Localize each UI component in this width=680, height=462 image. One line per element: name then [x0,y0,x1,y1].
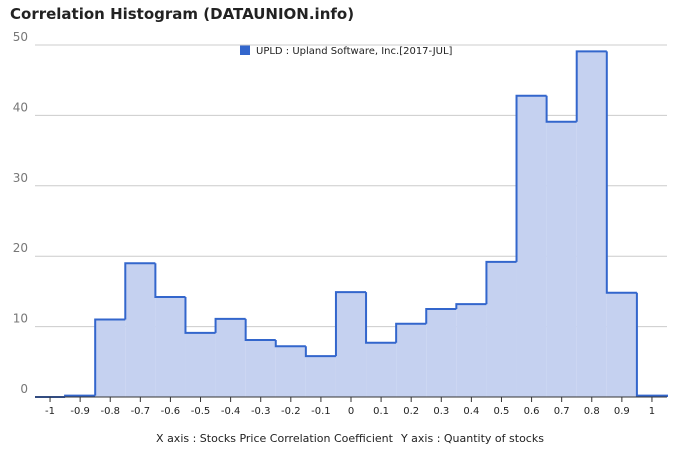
bar-outline [605,51,637,294]
legend-label: UPLD : Upland Software, Inc.[2017-JUL] [256,46,453,57]
bar-outline [395,322,427,343]
x-tick-label: -1 [45,406,55,417]
bar-outline [244,318,276,341]
bar-outline [274,339,306,348]
bar-outline [334,291,367,357]
x-tick-label: -0.6 [161,406,181,417]
bar [245,339,276,397]
bar [155,297,186,397]
x-tick-label: -0.7 [131,406,151,417]
x-tick-label: 0.5 [494,406,510,417]
bar-outline [485,260,517,305]
y-tick-label: 30 [13,171,28,185]
bar [486,261,517,397]
bar [125,263,156,397]
bar [456,304,487,397]
bar [516,95,547,398]
axis-labels: X axis : Stocks Price Correlation Coeffi… [156,432,544,445]
x-tick-label: 1 [649,406,655,417]
x-tick-label: 0.6 [524,406,540,417]
y-tick-label: 40 [13,100,28,114]
x-tick-label: 0.4 [463,406,479,417]
bar [606,292,637,397]
bar [576,51,607,397]
x-tick-label: 0.8 [584,406,600,417]
bar-outline [94,318,126,396]
bar [396,323,427,397]
y-axis-label: Y axis : Quantity of stocks [400,432,544,445]
bar-outline [425,308,457,324]
bar-outline [635,292,668,397]
y-tick-label: 10 [13,312,28,326]
bar-outline [214,317,246,333]
x-tick-label: 0.1 [373,406,389,417]
bar-outline [515,94,547,262]
bar [185,332,216,397]
x-tick-label: -0.5 [191,406,211,417]
bar-outline [184,297,216,334]
x-tick-label: 0.2 [403,406,419,417]
x-tick-label: -0.8 [100,406,120,417]
bar-outline [304,346,336,358]
bar-outline [545,95,577,123]
x-tick-label: -0.2 [281,406,301,417]
y-tick-label: 0 [20,382,28,396]
bar [335,292,367,397]
x-tick-label: 0.3 [433,406,449,417]
x-tick-label: 0 [348,406,354,417]
y-tick-label: 20 [13,241,28,255]
bar-outline [575,50,607,122]
bar [275,346,306,397]
bar-outline [365,292,397,344]
bar [426,309,457,397]
x-tick-label: 0.9 [614,406,630,417]
bar-outline [124,262,156,320]
chart-title: Correlation Histogram (DATAUNION.info) [10,5,354,23]
x-tick-label: -0.9 [70,406,90,417]
x-tick-label: 0.7 [554,406,570,417]
x-axis-label: X axis : Stocks Price Correlation Coeffi… [156,432,394,445]
bar [215,318,246,397]
bar [366,342,397,397]
bar [305,356,336,397]
y-tick-label: 50 [13,30,28,44]
x-tick-label: -0.4 [221,406,241,417]
bar-outline [455,303,487,309]
x-tick-label: -0.1 [311,406,331,417]
bar-outline [154,263,186,299]
bar [95,319,126,397]
legend-swatch [240,45,250,55]
x-tick-label: -0.3 [251,406,271,417]
bar [546,121,577,398]
